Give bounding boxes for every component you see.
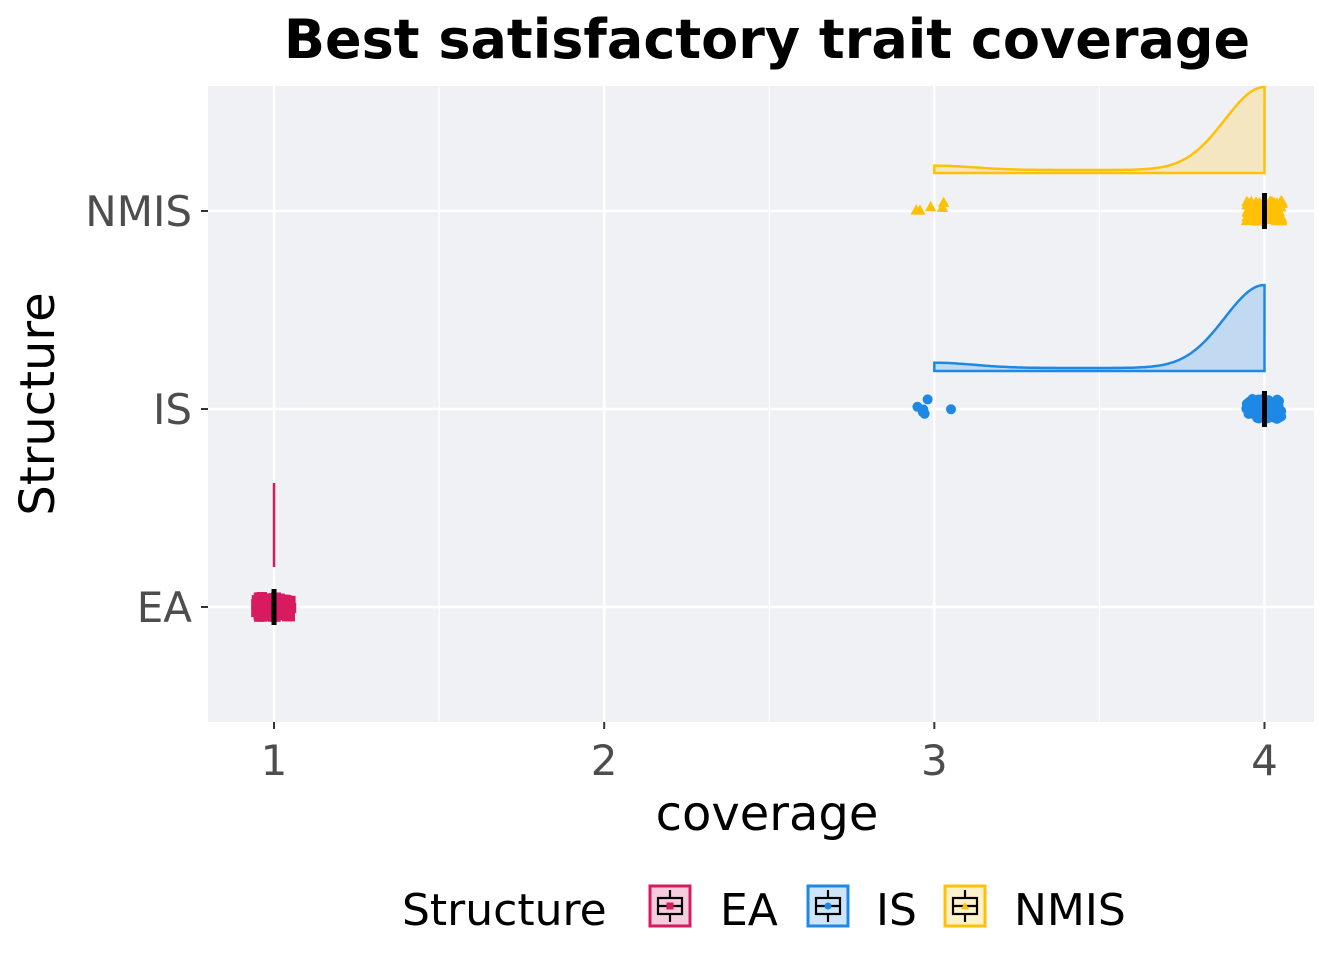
legend-label: NMIS [1014, 885, 1126, 936]
x-tick-label: 2 [591, 736, 618, 785]
density-cloud [933, 85, 1266, 175]
data-point [1276, 214, 1288, 226]
data-point [910, 204, 922, 215]
data-point [937, 196, 950, 207]
x-tick-label: 1 [261, 736, 288, 785]
x-tick-label: 3 [921, 736, 948, 785]
series-ea [251, 483, 297, 625]
legend-key-is [806, 884, 850, 928]
legend-label: IS [876, 885, 917, 936]
data-point [1269, 407, 1280, 418]
data-point [252, 599, 263, 610]
legend-title: Structure [402, 885, 607, 936]
x-axis-title: coverage [656, 786, 879, 842]
x-tick-label: 4 [1251, 736, 1278, 785]
legend-point-glyph [960, 901, 970, 910]
y-tick-label: NMIS [85, 187, 192, 236]
data-point [1244, 212, 1257, 223]
grid-lines [208, 86, 1314, 722]
data-point [255, 609, 266, 620]
data-point [275, 595, 286, 606]
data-point [1276, 195, 1288, 206]
legend-label: EA [720, 885, 778, 936]
data-point [922, 394, 933, 405]
axes: 1 2 3 4 EA IS NMIS [85, 187, 1278, 785]
y-tick-label: EA [137, 583, 193, 632]
chart-title: Best satisfactory trait coverage [284, 8, 1250, 71]
legend-point-glyph [666, 902, 674, 910]
y-axis-title: Structure [10, 292, 66, 515]
density-cloud [933, 283, 1266, 373]
data-point [282, 606, 293, 617]
legend: Structure EA IS NMIS [402, 884, 1126, 936]
series-nmis [910, 85, 1289, 229]
data-point [924, 200, 937, 212]
plot-panel [208, 86, 1314, 722]
data-point [1269, 197, 1282, 209]
legend-key-nmis [943, 884, 987, 928]
y-tick-label: IS [153, 385, 192, 434]
data-point [1250, 196, 1262, 207]
data-point [946, 404, 957, 415]
series-is [912, 283, 1287, 427]
legend-key-ea [648, 884, 692, 928]
data-point [1244, 199, 1256, 210]
chart-marks [251, 85, 1289, 625]
data-point [1244, 207, 1256, 219]
data-point [936, 201, 949, 212]
data-point [1269, 211, 1282, 222]
legend-point-glyph [824, 902, 832, 910]
data-point [919, 408, 930, 419]
data-point [1248, 408, 1259, 419]
